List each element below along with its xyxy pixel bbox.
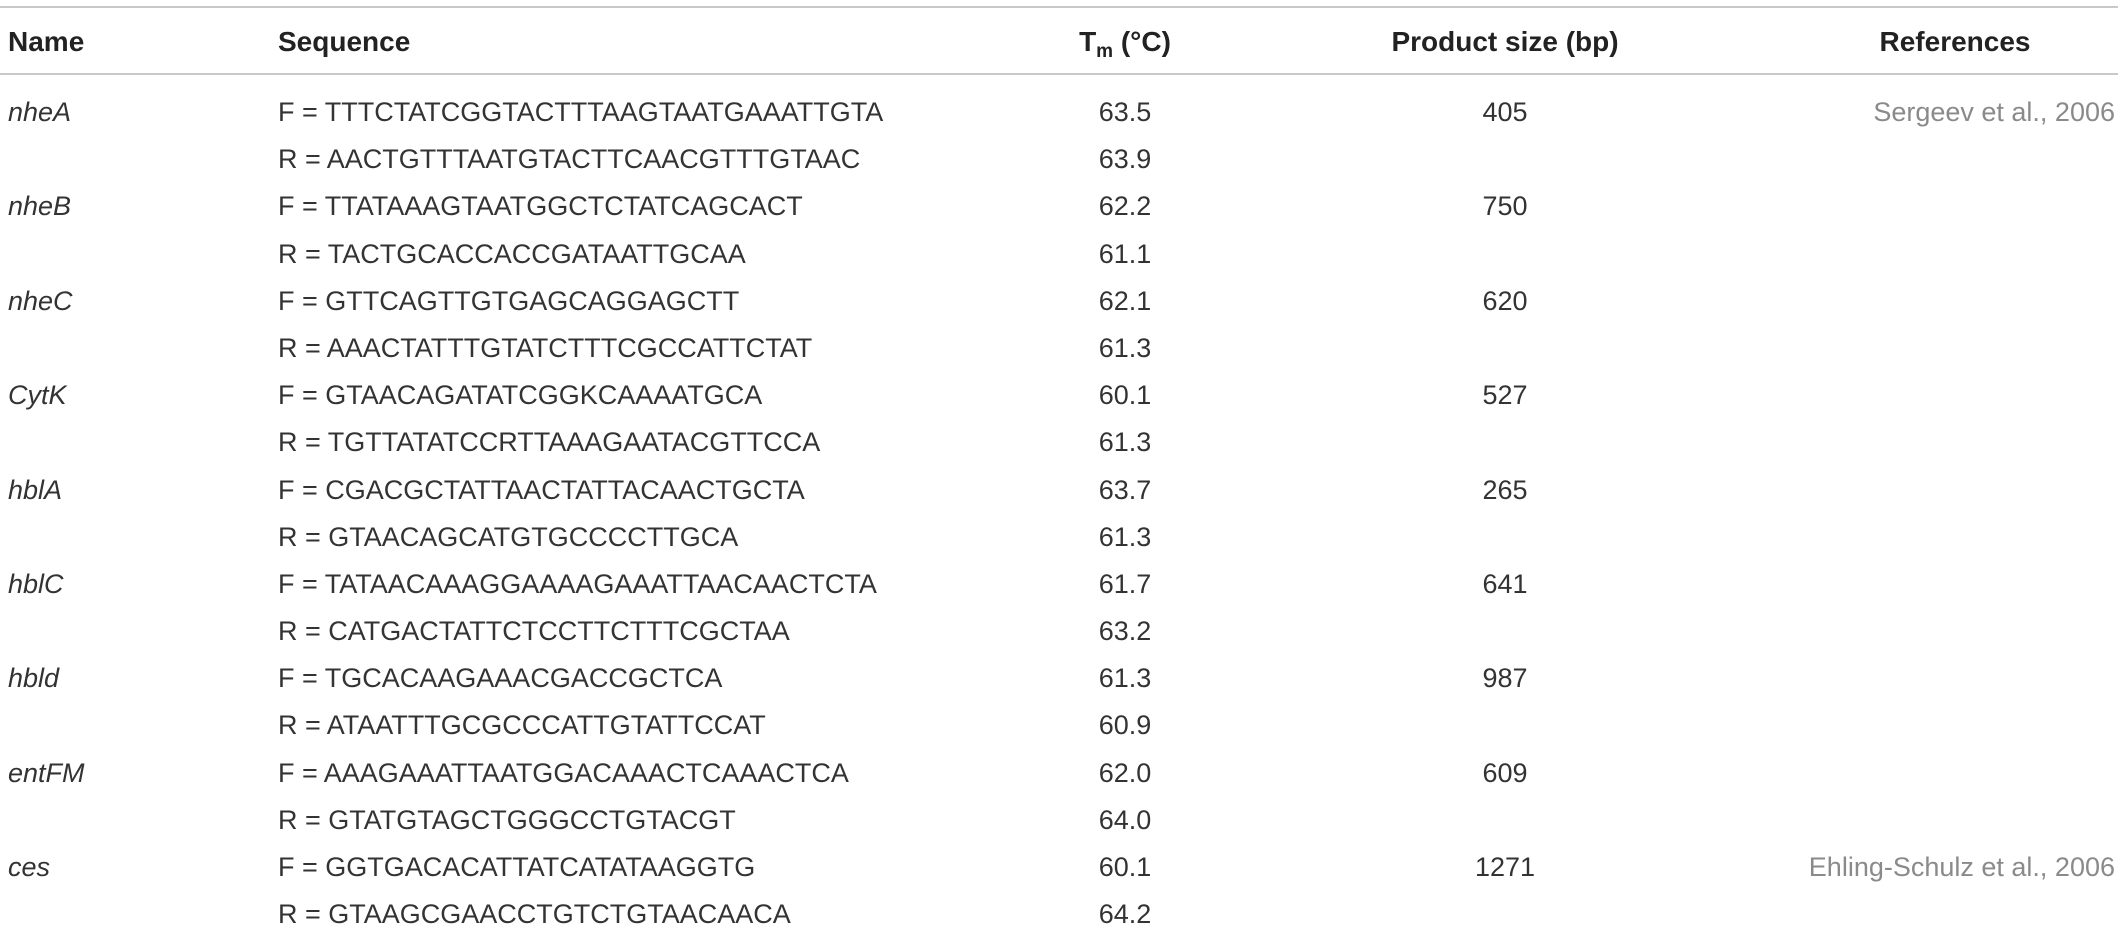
cell-tm: 63.2 bbox=[1098, 616, 1152, 647]
table-row: CytK F = GTAACAGATATCGGKCAAAATGCA 60.1 527 bbox=[0, 373, 2118, 420]
cell-product-size bbox=[1360, 609, 1650, 656]
cell-product-size: 987 bbox=[1482, 663, 1528, 694]
table-row: hblA F = CGACGCTATTAACTATTACAACTGCTA 63.7 2… bbox=[0, 468, 2118, 515]
cell-product-size bbox=[1360, 232, 1650, 279]
table-row: R = CATGACTATTCTCCTTCTTTCGCTAA 63.2 bbox=[0, 609, 2118, 656]
cell-product-size bbox=[1360, 326, 1650, 373]
cell-name: nheA bbox=[8, 97, 72, 127]
header-name: Name bbox=[8, 26, 85, 57]
cell-tm: 60.9 bbox=[1098, 710, 1152, 741]
table-row: R = GTAAGCGAACCTGTCTGTAACAACA 64.2 bbox=[0, 892, 2118, 939]
top-rule bbox=[0, 6, 2118, 8]
cell-sequence: R = TGTTATATCCRTTAAAGAATACGTTCCA bbox=[278, 427, 821, 458]
header-tm: Tm (°C) bbox=[1065, 22, 1185, 62]
cell-sequence: F = TTTCTATCGGTACTTTAAGTAATGAAATTGTA bbox=[278, 97, 884, 127]
table-row: ces F = GGTGACACATTATCATATAAGGTG 60.1 1271 E… bbox=[0, 845, 2118, 892]
cell-sequence: R = AAACTATTTGTATCTTTCGCCATTCTAT bbox=[278, 332, 813, 363]
cell-product-size bbox=[1360, 420, 1650, 467]
cell-sequence: F = CGACGCTATTAACTATTACAACTGCTA bbox=[278, 474, 805, 505]
cell-tm: 63.9 bbox=[1098, 144, 1152, 175]
cell-tm: 61.3 bbox=[1098, 332, 1152, 363]
cell-tm: 63.7 bbox=[1098, 474, 1152, 505]
cell-product-size: 609 bbox=[1482, 757, 1528, 788]
cell-sequence: F = GTTCAGTTGTGAGCAGGAGCTT bbox=[278, 285, 740, 316]
table-row: hbld F = TGCACAAGAAACGACCGCTCA 61.3 987 bbox=[0, 656, 2118, 703]
cell-tm: 62.1 bbox=[1098, 285, 1152, 316]
header-references: References bbox=[1879, 26, 2031, 57]
cell-name: hblC bbox=[8, 568, 64, 599]
cell-sequence: R = ATAATTTGCGCCCATTGTATTCCAT bbox=[278, 710, 766, 741]
cell-name: hbld bbox=[8, 663, 60, 694]
cell-name: ces bbox=[8, 852, 51, 882]
cell-product-size: 527 bbox=[1482, 380, 1528, 411]
cell-sequence: F = GGTGACACATTATCATATAAGGTG bbox=[278, 852, 756, 882]
cell-tm: 61.1 bbox=[1098, 238, 1152, 269]
cell-product-size: 265 bbox=[1482, 474, 1528, 505]
table-row: nheC F = GTTCAGTTGTGAGCAGGAGCTT 62.1 620 bbox=[0, 279, 2118, 326]
cell-tm: 64.0 bbox=[1098, 804, 1152, 835]
cell-name: CytK bbox=[8, 380, 67, 411]
cell-sequence: R = AACTGTTTAATGTACTTCAACGTTTGTAAC bbox=[278, 144, 861, 175]
table-row: nheA F = TTTCTATCGGTACTTTAAGTAATGAAATTGTA… bbox=[0, 90, 2118, 137]
table-row: hblC F = TATAACAAAGGAAAAGAAATTAACAACTCTA 6… bbox=[0, 562, 2118, 609]
header-tm-sub: m bbox=[1096, 41, 1114, 62]
cell-product-size: 750 bbox=[1482, 191, 1528, 222]
table-row: R = TACTGCACCACCGATAATTGCAA 61.1 bbox=[0, 232, 2118, 279]
cell-reference: Sergeev et al., 2006 bbox=[1873, 97, 2115, 127]
cell-product-size bbox=[1360, 703, 1650, 750]
cell-tm: 62.0 bbox=[1098, 757, 1152, 788]
cell-sequence: F = TTATAAAGTAATGGCTCTATCAGCACT bbox=[278, 191, 803, 222]
table-row: R = GTAACAGCATGTGCCCCTTGCA 61.3 bbox=[0, 515, 2118, 562]
cell-tm: 61.3 bbox=[1098, 663, 1152, 694]
cell-name: entFM bbox=[8, 757, 85, 788]
cell-tm: 60.1 bbox=[1098, 852, 1152, 882]
cell-product-size bbox=[1360, 892, 1650, 939]
cell-reference: Ehling-Schulz et al., 2006 bbox=[1808, 852, 2115, 882]
cell-sequence: F = TATAACAAAGGAAAAGAAATTAACAACTCTA bbox=[278, 568, 877, 599]
cell-sequence: R = GTAAGCGAACCTGTCTGTAACAACA bbox=[278, 899, 791, 930]
header-tm-main: T bbox=[1079, 26, 1097, 57]
cell-tm: 63.5 bbox=[1098, 97, 1152, 127]
cell-tm: 62.2 bbox=[1098, 191, 1152, 222]
cell-sequence: R = GTATGTAGCTGGGCCTGTACGT bbox=[278, 804, 736, 835]
cell-product-size bbox=[1360, 515, 1650, 562]
cell-sequence: R = TACTGCACCACCGATAATTGCAA bbox=[278, 238, 746, 269]
table-row: entFM F = AAAGAAATTAATGGACAAACTCAAACTCA 62… bbox=[0, 751, 2118, 798]
table-row: nheB F = TTATAAAGTAATGGCTCTATCAGCACT 62.2 7… bbox=[0, 184, 2118, 231]
table-row: R = ATAATTTGCGCCCATTGTATTCCAT 60.9 bbox=[0, 703, 2118, 750]
cell-sequence: F = AAAGAAATTAATGGACAAACTCAAACTCA bbox=[278, 757, 849, 788]
cell-sequence: F = GTAACAGATATCGGKCAAAATGCA bbox=[278, 380, 763, 411]
cell-tm: 61.3 bbox=[1098, 521, 1152, 552]
header-sequence: Sequence bbox=[278, 26, 411, 57]
cell-name: hblA bbox=[8, 474, 63, 505]
table-body: nheA F = TTTCTATCGGTACTTTAAGTAATGAAATTGTA… bbox=[0, 90, 2118, 939]
cell-tm: 64.2 bbox=[1098, 899, 1152, 930]
cell-tm: 60.1 bbox=[1098, 380, 1152, 411]
table-row: R = AAACTATTTGTATCTTTCGCCATTCTAT 61.3 bbox=[0, 326, 2118, 373]
header-rule bbox=[0, 73, 2118, 75]
cell-name: nheC bbox=[8, 285, 73, 316]
cell-product-size: 1271 bbox=[1474, 852, 1536, 882]
header-product-size: Product size (bp) bbox=[1391, 26, 1619, 57]
cell-sequence: R = CATGACTATTCTCCTTCTTTCGCTAA bbox=[278, 616, 790, 647]
cell-sequence: F = TGCACAAGAAACGACCGCTCA bbox=[278, 663, 723, 694]
table-row: R = GTATGTAGCTGGGCCTGTACGT 64.0 bbox=[0, 798, 2118, 845]
cell-product-size: 620 bbox=[1482, 285, 1528, 316]
cell-sequence: R = GTAACAGCATGTGCCCCTTGCA bbox=[278, 521, 739, 552]
cell-tm: 61.3 bbox=[1098, 427, 1152, 458]
cell-product-size bbox=[1360, 798, 1650, 845]
cell-tm: 61.7 bbox=[1098, 568, 1152, 599]
cell-product-size: 641 bbox=[1482, 568, 1528, 599]
header-tm-unit: (°C) bbox=[1113, 26, 1171, 57]
cell-name: nheB bbox=[8, 191, 72, 222]
cell-product-size: 405 bbox=[1482, 97, 1528, 127]
table-row: R = TGTTATATCCRTTAAAGAATACGTTCCA 61.3 bbox=[0, 420, 2118, 467]
table-row: R = AACTGTTTAATGTACTTCAACGTTTGTAAC 63.9 bbox=[0, 137, 2118, 184]
cell-product-size bbox=[1360, 137, 1650, 184]
